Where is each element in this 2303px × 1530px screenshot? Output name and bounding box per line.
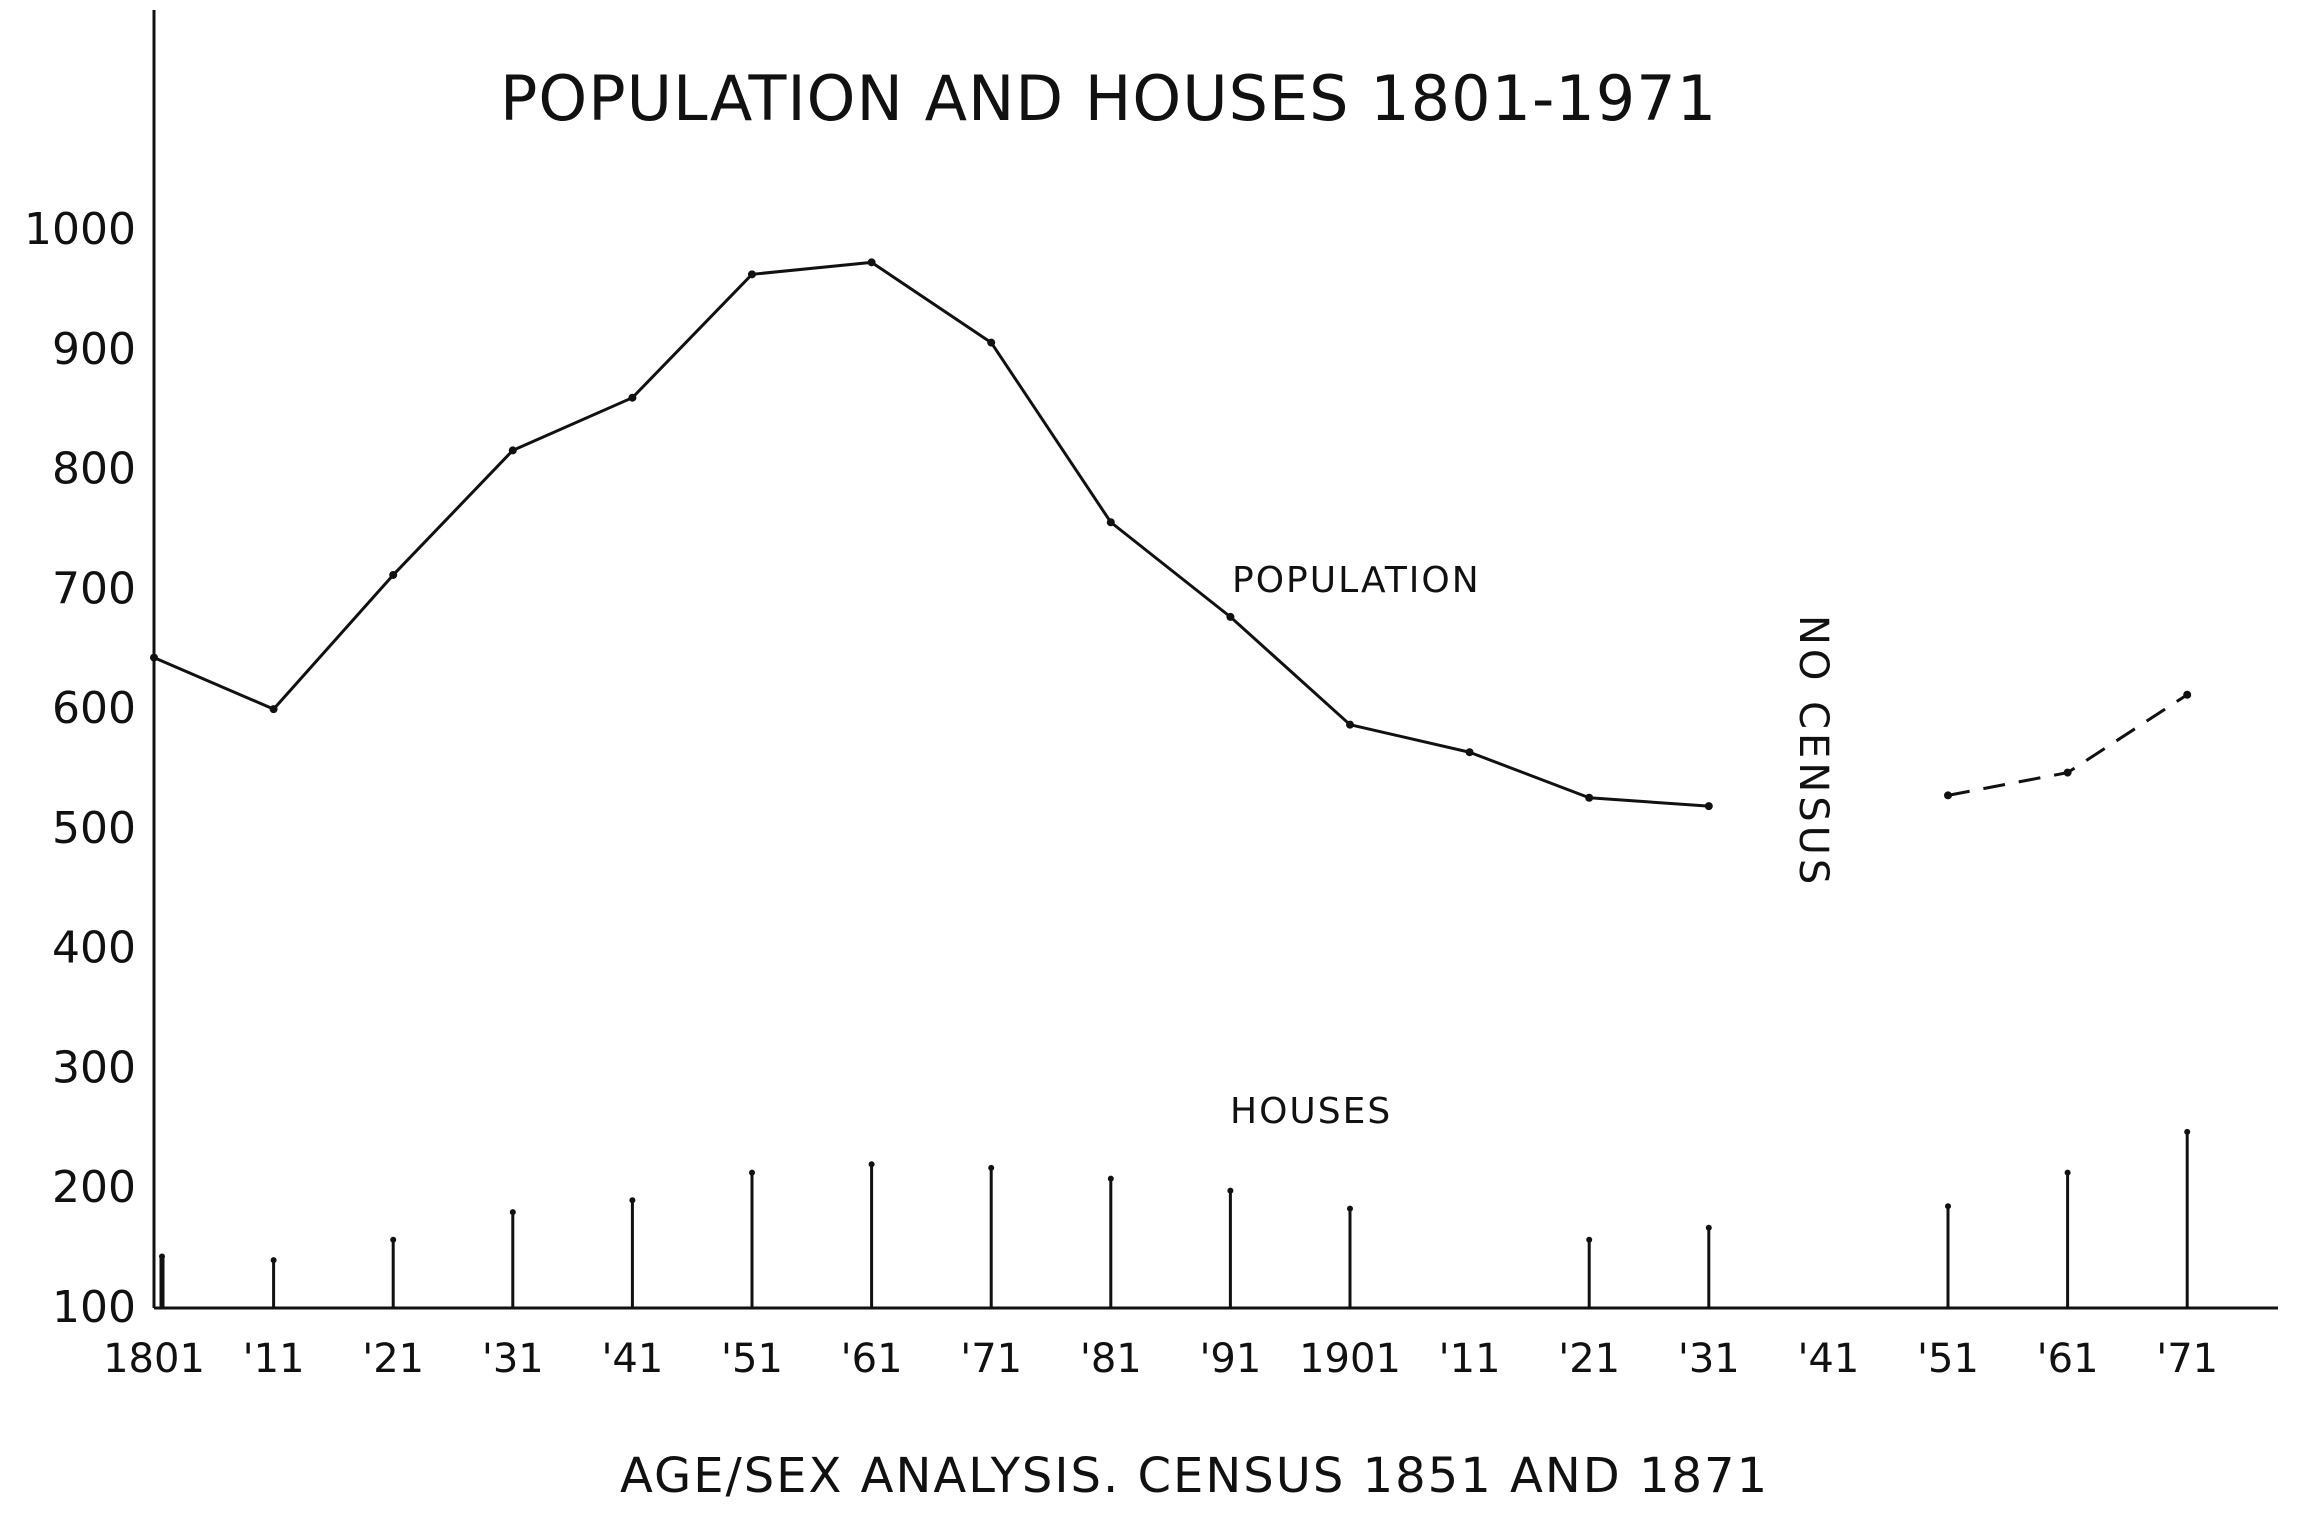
chart-title: POPULATION AND HOUSES 1801-1971 [500, 62, 1717, 135]
y-tick-label: 500 [52, 803, 136, 854]
x-tick-label: '31 [482, 1336, 544, 1382]
x-tick-label: '41 [601, 1336, 663, 1382]
population-point [389, 570, 398, 579]
x-tick-label: '91 [1199, 1336, 1261, 1382]
x-tick-label: '11 [243, 1336, 305, 1382]
x-tick-labels: 1801 '11 '21 '31 '41 '51 '61 '71 '81 '91 1901 '11 '2… [103, 1336, 2218, 1382]
population-point [628, 393, 637, 402]
houses-stem-cap [629, 1197, 636, 1204]
population-point [867, 258, 876, 267]
x-tick-label: '71 [2156, 1336, 2218, 1382]
chart-caption: AGE/SEX ANALYSIS. CENSUS 1851 AND 1871 [620, 1448, 1769, 1504]
houses-stem-cap [1227, 1187, 1234, 1194]
x-tick-label: '21 [362, 1336, 424, 1382]
houses-stem-cap [390, 1236, 397, 1243]
houses-stem-cap [868, 1161, 875, 1168]
y-tick-label: 400 [52, 923, 136, 974]
y-tick-label: 700 [52, 563, 136, 614]
no-census-annotation: NO CENSUS [1790, 615, 1836, 888]
x-tick-label: '81 [1080, 1336, 1142, 1382]
x-tick-label: '51 [721, 1336, 783, 1382]
x-tick-label: '61 [2037, 1336, 2099, 1382]
population-line-dashed [1947, 693, 2189, 797]
population-point [748, 270, 756, 279]
population-point [269, 705, 278, 714]
y-tick-label: 300 [52, 1042, 136, 1093]
y-tick-label: 100 [52, 1282, 136, 1333]
population-point [2183, 690, 2192, 699]
x-tick-label: 1901 [1299, 1336, 1401, 1382]
y-tick-label: 900 [52, 324, 136, 375]
population-point [1346, 720, 1354, 729]
houses-stem-cap [1945, 1203, 1951, 1210]
x-tick-label: '71 [960, 1336, 1022, 1382]
houses-stem-cap [509, 1209, 516, 1216]
population-lines [150, 258, 2192, 811]
houses-stem-cap [1347, 1205, 1353, 1212]
houses-stem-cap [1705, 1224, 1712, 1231]
houses-series-label: HOUSES [1230, 1091, 1392, 1132]
houses-stems [159, 1128, 2191, 1308]
population-series-label: POPULATION [1232, 560, 1481, 601]
population-point [508, 446, 517, 455]
houses-stem-cap [1107, 1175, 1114, 1182]
y-tick-label: 800 [52, 444, 136, 495]
population-point [987, 338, 996, 347]
y-tick-label: 200 [52, 1162, 136, 1213]
population-line [153, 260, 1709, 808]
population-point [1226, 612, 1235, 621]
y-tick-labels: 100 200 300 400 500 600 700 800 900 1000 [24, 204, 136, 1333]
population-point [1106, 518, 1115, 527]
x-tick-label: '31 [1678, 1336, 1740, 1382]
x-tick-label: '41 [1797, 1336, 1859, 1382]
x-tick-label: '51 [1917, 1336, 1979, 1382]
population-point [1465, 748, 1474, 757]
houses-stem-cap [270, 1257, 277, 1264]
houses-stem-cap [1586, 1236, 1593, 1243]
x-tick-label: '11 [1439, 1336, 1501, 1382]
population-point [1704, 802, 1713, 811]
houses-stem-cap [2064, 1169, 2071, 1176]
population-point [2063, 768, 2072, 777]
population-point [1585, 793, 1594, 802]
houses-stem-cap [749, 1169, 755, 1176]
x-tick-label: 1801 [103, 1336, 205, 1382]
population-point [150, 653, 158, 662]
houses-stem-cap [988, 1164, 995, 1171]
population-point [1944, 791, 1952, 800]
y-tick-label: 600 [52, 683, 136, 734]
y-tick-label: 1000 [24, 204, 136, 255]
houses-stem-cap [159, 1253, 165, 1260]
houses-stem-cap [2184, 1128, 2191, 1135]
x-tick-label: '61 [841, 1336, 903, 1382]
x-tick-label: '21 [1558, 1336, 1620, 1382]
